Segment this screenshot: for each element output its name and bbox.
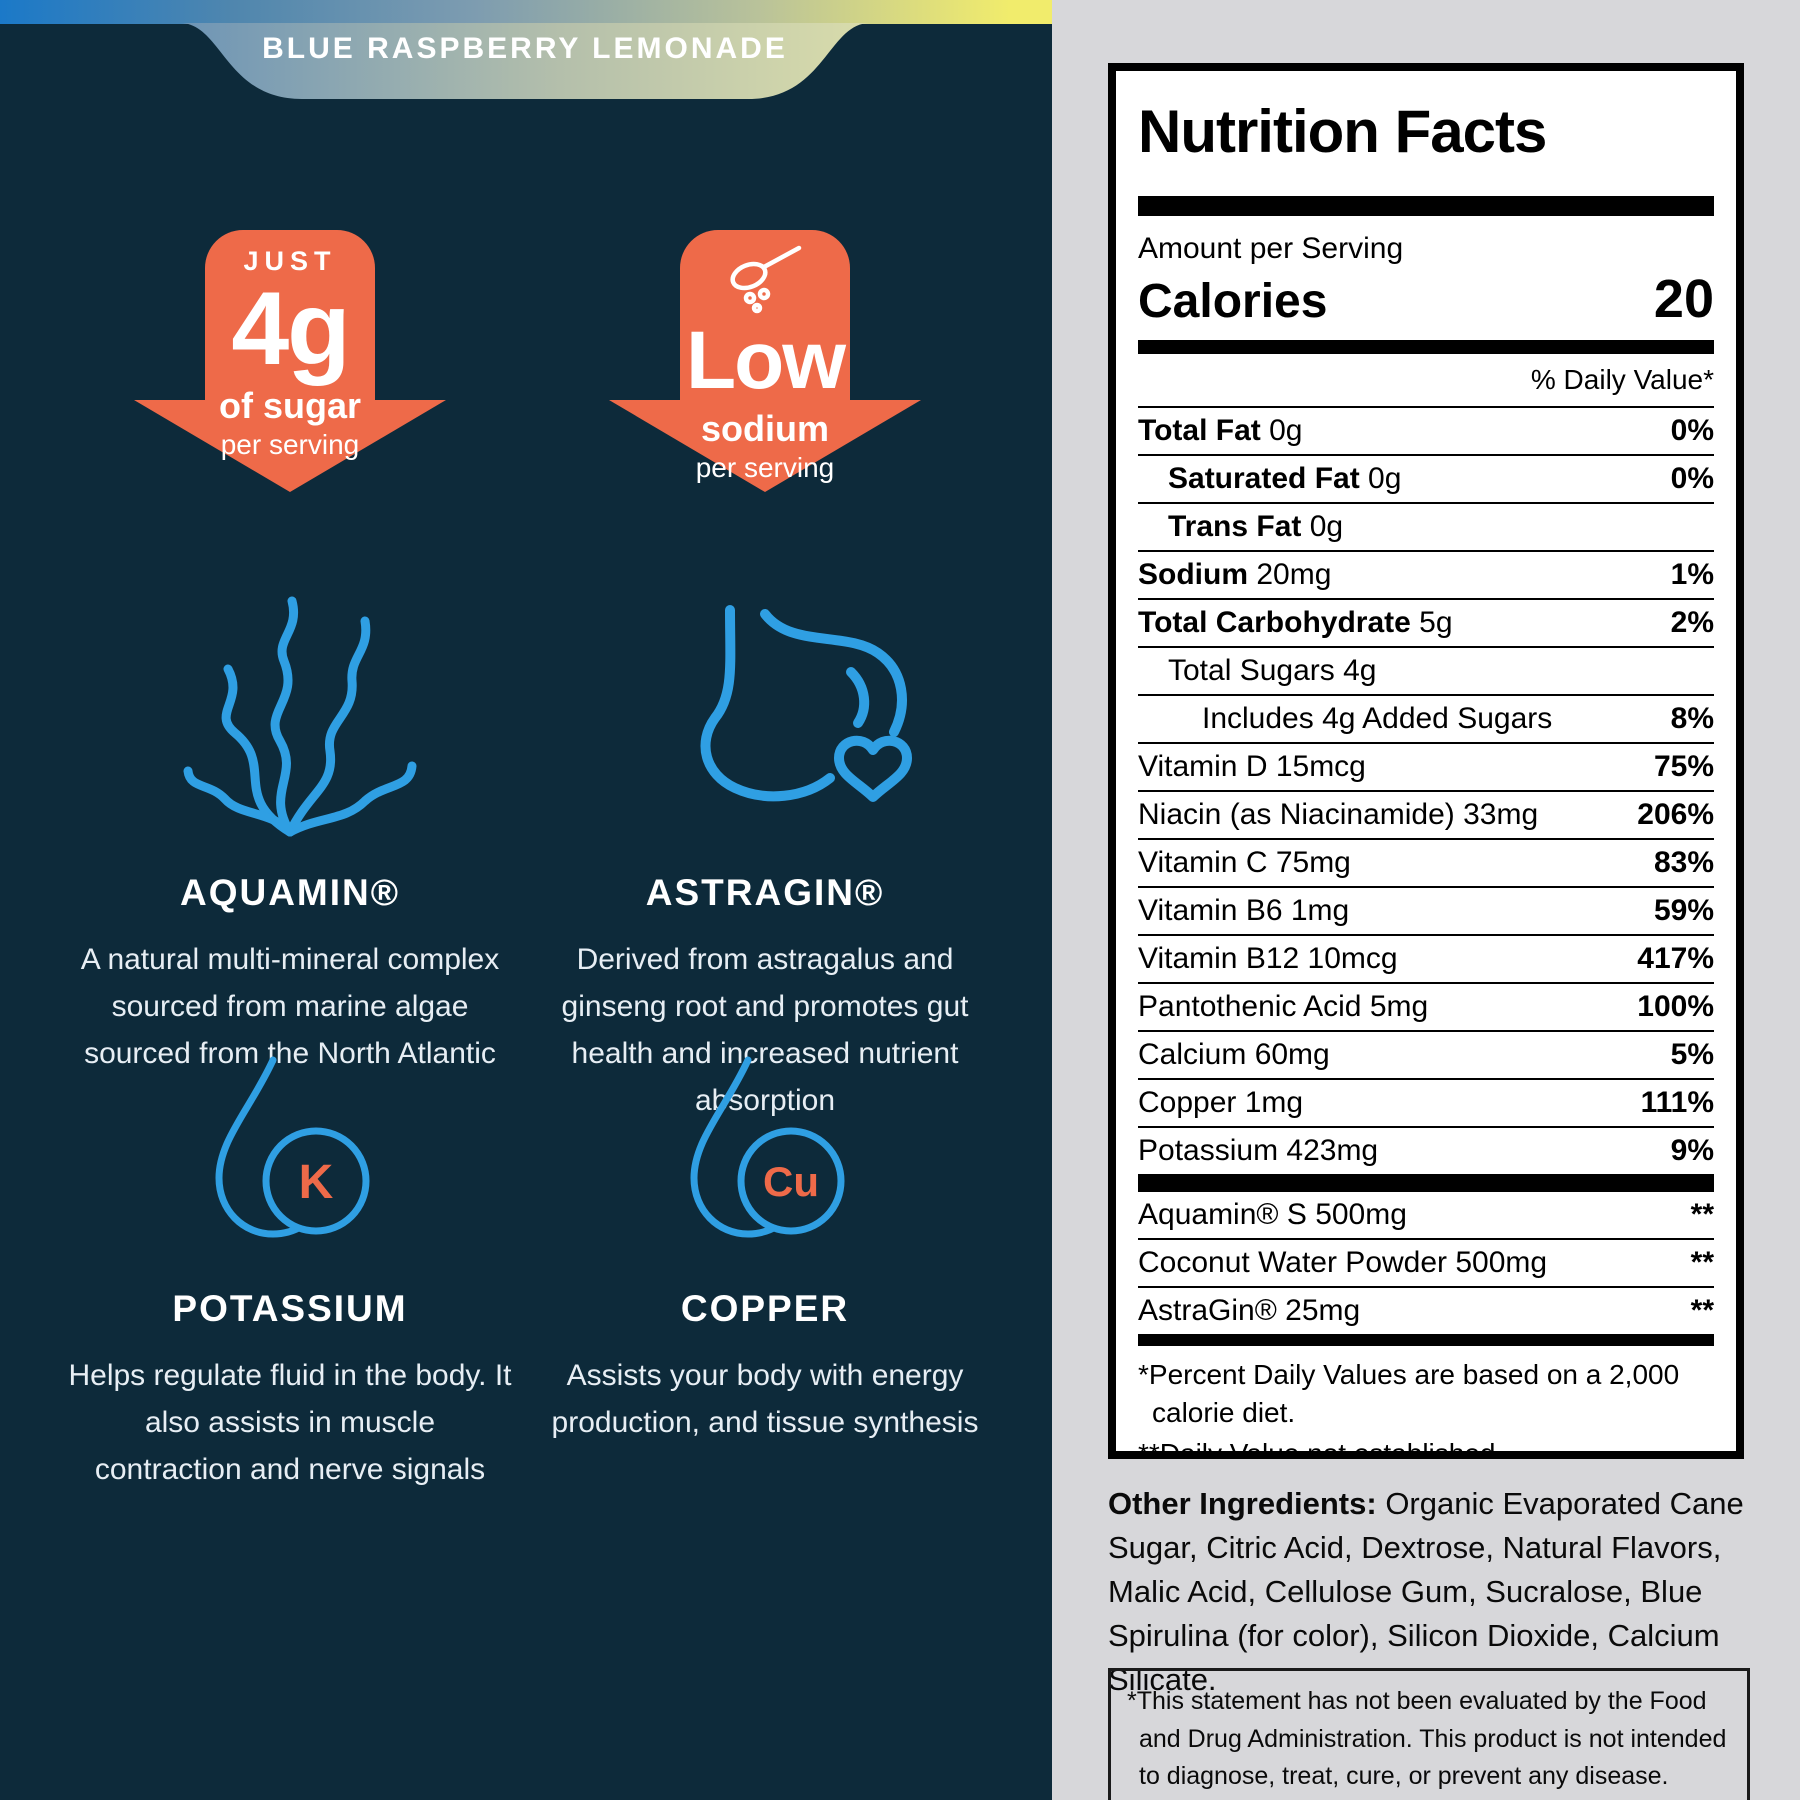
droplet-cu-icon: Cu [535, 1050, 995, 1250]
droplet-k-icon: K [60, 1050, 520, 1250]
nutrition-row: Saturated Fat 0g 0% [1138, 456, 1714, 504]
calories-value: 20 [1653, 269, 1714, 329]
nutrition-row: Copper 1mg 111% [1138, 1080, 1714, 1128]
copper-symbol: Cu [763, 1158, 819, 1205]
feature-desc-aquamin: A natural multi-mineral complex sourced … [80, 943, 500, 1071]
feature-desc-astragin: Derived from astragalus and ginseng root… [561, 943, 969, 1118]
fda-disclaimer-box: *This statement has not been evaluated b… [1108, 1668, 1750, 1800]
nutrition-facts-label: Nutrition Facts Amount per Serving Calor… [1108, 63, 1744, 1459]
separator-thick-2 [1138, 1174, 1714, 1192]
nutrition-row: Coconut Water Powder 500mg ** [1138, 1240, 1714, 1288]
feature-potassium: K POTASSIUM Helps regulate fluid in the … [60, 1050, 520, 1493]
feature-title-copper: COPPER [680, 1288, 850, 1329]
sodium-amount: Low [686, 315, 846, 406]
sugar-label: of sugar [218, 384, 361, 426]
footnote-line: *Percent Daily Values are based on a 2,0… [1138, 1359, 1680, 1428]
nutrition-row: Total Sugars 4g [1138, 648, 1714, 696]
sodium-arrow-head [609, 400, 921, 492]
nutrition-row: Aquamin® S 500mg ** [1138, 1192, 1714, 1240]
separator-medium [1138, 340, 1714, 354]
right-label-panel: Nutrition Facts Amount per Serving Calor… [1052, 0, 1800, 1800]
feature-aquamin: AQUAMIN® A natural multi-mineral complex… [60, 552, 520, 1077]
nutrition-row: Calcium 60mg 5% [1138, 1032, 1714, 1080]
sugar-arrow [205, 230, 375, 402]
sugar-arrow-content: JUST 4g of sugar per serving [130, 246, 450, 461]
nutrition-row: Sodium 20mg 1% [1138, 552, 1714, 600]
left-info-panel: BLUE RASPBERRY LEMONADE JUST 4g of sugar… [0, 0, 1052, 1800]
stomach-heart-icon [535, 552, 995, 842]
sugar-amount: 4g [231, 271, 350, 387]
potassium-symbol: K [299, 1156, 334, 1209]
nutrition-row: Pantothenic Acid 5mg 100% [1138, 984, 1714, 1032]
nutrient-rows: Total Fat 0g 0% Saturated Fat 0g 0% Trans Fa… [1138, 408, 1714, 1174]
nutrition-row: AstraGin® 25mg ** [1138, 1294, 1714, 1327]
nutrition-row: Vitamin C 75mg 83% [1138, 840, 1714, 888]
nutrition-row: Niacin (as Niacinamide) 33mg 206% [1138, 792, 1714, 840]
other-ingredients-label: Other Ingredients: [1108, 1486, 1377, 1521]
nutrition-row: Total Fat 0g 0% [1138, 408, 1714, 456]
other-ingredients: Other Ingredients: Organic Evaporated Ca… [1108, 1482, 1756, 1702]
amount-per-serving: Amount per Serving [1138, 232, 1404, 265]
feature-title-astragin: ASTRAGIN® [645, 872, 885, 913]
feature-astragin: ASTRAGIN® Derived from astragalus and gi… [535, 552, 995, 1124]
feature-desc-potassium: Helps regulate fluid in the body. It als… [68, 1359, 512, 1487]
other-ingredients-text: Organic Evaporated Cane Sugar, Citric Ac… [1108, 1486, 1744, 1698]
nutrition-row: Vitamin B6 1mg 59% [1138, 888, 1714, 936]
feature-title-potassium: POTASSIUM [172, 1288, 408, 1329]
separator-thick [1138, 196, 1714, 216]
nutrition-facts-title: Nutrition Facts [1138, 98, 1547, 165]
sodium-arrow [680, 230, 850, 402]
separator-medium-2 [1138, 1334, 1714, 1346]
sodium-arrow-content: Low sodium per serving [605, 240, 925, 484]
footnote-line: **Daily Value not established. [1138, 1438, 1504, 1459]
fda-disclaimer-text: *This statement has not been evaluated b… [1127, 1687, 1727, 1790]
nutrition-row: Trans Fat 0g [1138, 504, 1714, 552]
sugar-arrow-head [134, 400, 446, 492]
nutrition-row: Vitamin D 15mcg 75% [1138, 744, 1714, 792]
sugar-perserving: per serving [220, 428, 360, 460]
calories-row: Calories 20 [1138, 268, 1714, 330]
supplement-rows: Aquamin® S 500mg ** Coconut Water Powder 5… [1138, 1192, 1714, 1334]
sugar-topline: JUST [243, 246, 337, 276]
flavor-name: BLUE RASPBERRY LEMONADE [262, 32, 788, 65]
feature-copper: Cu COPPER Assists your body with energy … [535, 1050, 995, 1446]
nutrition-row: Vitamin B12 10mcg 417% [1138, 936, 1714, 984]
flavor-banner-shape [180, 23, 870, 103]
daily-value-header: % Daily Value* [1138, 354, 1714, 408]
calories-label: Calories [1138, 275, 1328, 328]
feature-desc-copper: Assists your body with energy production… [551, 1359, 979, 1440]
sodium-label: sodium [700, 408, 829, 450]
feature-title-aquamin: AQUAMIN® [179, 872, 401, 913]
scoop-powder-icon [605, 240, 925, 318]
nutrition-row: Includes 4g Added Sugars 8% [1138, 696, 1714, 744]
footnotes: *Percent Daily Values are based on a 2,0… [1138, 1346, 1714, 1459]
seaweed-icon [60, 552, 520, 842]
nutrition-row: Total Carbohydrate 5g 2% [1138, 600, 1714, 648]
sodium-perserving: per serving [695, 452, 835, 484]
top-gradient-bar [0, 0, 1052, 24]
banner-ribbon-shape [180, 23, 870, 99]
nutrition-row: Potassium 423mg 9% [1138, 1134, 1714, 1167]
